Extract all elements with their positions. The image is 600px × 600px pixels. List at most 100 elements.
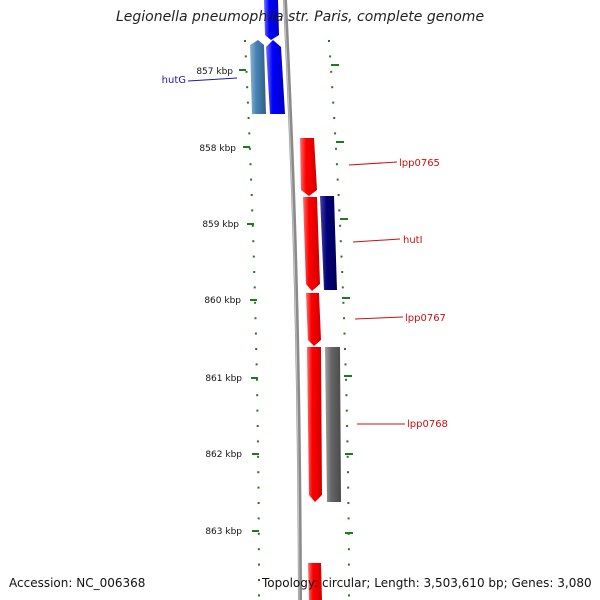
gene-label-hutG[interactable]: hutG [162, 75, 186, 86]
inner-tick-dot [258, 563, 260, 566]
inner-tick-dot [249, 163, 252, 166]
gene-arrow-gray[interactable] [325, 347, 341, 502]
outer-tick-dot [338, 209, 341, 212]
outer-tick-dot [346, 455, 349, 458]
gene-label-lpp0765[interactable]: lpp0765 [399, 158, 440, 169]
gene-label-hutI[interactable]: hutI [403, 235, 423, 246]
outer-tick-dot [345, 394, 348, 397]
inner-tick-dot [246, 101, 249, 104]
outer-tick-dot [344, 348, 346, 350]
outer-tick-dot [344, 363, 347, 366]
outer-tick-dot [335, 163, 338, 166]
inner-tick-dot [255, 348, 258, 350]
outer-tick-dot [343, 332, 346, 335]
kbp-scale: 857 kbp 858 kbp 859 kbp 860 kbp 861 kbp … [196, 67, 259, 537]
inner-tick-dot [248, 132, 251, 135]
kbp-tick-mark [250, 299, 257, 301]
inner-tick-dot [257, 548, 260, 551]
outer-tick-dot [345, 409, 348, 412]
kbp-label: 859 kbp [202, 220, 239, 230]
inner-tick-dot [253, 286, 256, 289]
kbp-tick-mark [239, 69, 246, 71]
kbp-label: 861 kbp [205, 374, 242, 384]
inner-tick-dot [244, 40, 246, 42]
kbp-label: 858 kbp [199, 144, 236, 154]
inner-tick-dot [257, 532, 260, 535]
outer-tick-dot [347, 471, 349, 474]
kbp-label: 863 kbp [205, 527, 242, 537]
kbp-tick-mark [243, 146, 250, 148]
outer-tick-dot [345, 378, 347, 381]
outer-tick-dot [347, 517, 350, 520]
inner-tick-dot [257, 486, 260, 489]
outer-tick-dot [329, 55, 332, 58]
label-leader [348, 161, 398, 166]
genome-backbone-highlight [283, 0, 300, 600]
inner-tick-dot [255, 378, 258, 381]
outer-tick-dot [340, 255, 343, 258]
outer-tick-dot [347, 548, 350, 551]
outer-tick-dot [335, 147, 337, 150]
inner-tick-dot [257, 517, 260, 520]
outer-tick-dot [343, 317, 345, 320]
inner-tick-dot [256, 425, 259, 427]
outer-tick-dot [342, 301, 345, 304]
outer-tick-dot [347, 502, 350, 504]
outer-tick-dot [339, 224, 342, 227]
gene-arrow-reverse[interactable] [264, 0, 279, 40]
inner-tick-dot [251, 209, 254, 212]
inner-tick-dot [250, 194, 253, 196]
gene-arrow-lpp0767[interactable] [306, 293, 321, 346]
inner-tick-dot [252, 240, 255, 243]
outer-tick-dot [331, 86, 334, 89]
inner-tick-dot [255, 363, 258, 366]
inner-tick-dot [245, 70, 248, 73]
inner-tick-dot [248, 147, 251, 150]
kbp-label: 857 kbp [196, 67, 233, 77]
gene-arrow-hutI[interactable] [303, 197, 320, 291]
inner-tick-dot [246, 86, 249, 89]
inner-tick-dot [256, 394, 259, 397]
inner-tick-rail [244, 40, 260, 597]
gene-arrow-hutG[interactable] [250, 40, 266, 114]
outer-tick-dot [334, 132, 337, 135]
outer-tick-dot [339, 240, 342, 243]
inner-tick-dot [252, 255, 255, 258]
gene-arrow-lpp0765[interactable] [300, 138, 317, 196]
outer-tick-dot [336, 178, 339, 181]
kbp-tick-mark [251, 377, 258, 379]
inner-tick-dot [244, 55, 247, 58]
inner-tick-dot [250, 178, 253, 181]
inner-tick-dot [253, 271, 256, 273]
gene-arrow-reverse[interactable] [266, 40, 285, 114]
gene-label-lpp0767[interactable]: lpp0767 [405, 313, 446, 324]
inner-tick-dot [257, 502, 260, 504]
gene-arrow-lpp0768[interactable] [307, 347, 322, 502]
genome-summary: Topology: circular; Length: 3,503,610 bp… [262, 576, 592, 590]
inner-tick-dot [258, 579, 260, 581]
inner-tick-dot [254, 301, 257, 304]
outer-tick-dot [337, 194, 340, 196]
inner-tick-dot [256, 409, 259, 412]
gene-arrow-forward[interactable] [308, 563, 322, 600]
gene-label-lpp0768[interactable]: lpp0768 [407, 419, 448, 430]
outer-tick-rail [328, 40, 350, 597]
inner-tick-dot [254, 332, 257, 335]
kbp-tick-mark [247, 223, 254, 225]
inner-tick-dot [257, 471, 260, 474]
gene-arrow-navy[interactable] [320, 196, 337, 290]
kbp-label: 862 kbp [205, 450, 242, 460]
outer-tick-dot [341, 286, 344, 289]
outer-tick-dot [328, 40, 330, 42]
outer-tick-dot [347, 486, 350, 489]
inner-tick-dot [254, 317, 257, 320]
outer-tick-dot [333, 117, 336, 119]
outer-tick-dot [348, 594, 350, 597]
outer-tick-dot [332, 101, 335, 104]
outer-tick-dot [346, 440, 349, 443]
inner-tick-dot [258, 594, 260, 597]
label-leader [354, 316, 404, 320]
outer-tick-dot [330, 70, 333, 73]
outer-tick-dot [341, 271, 344, 273]
